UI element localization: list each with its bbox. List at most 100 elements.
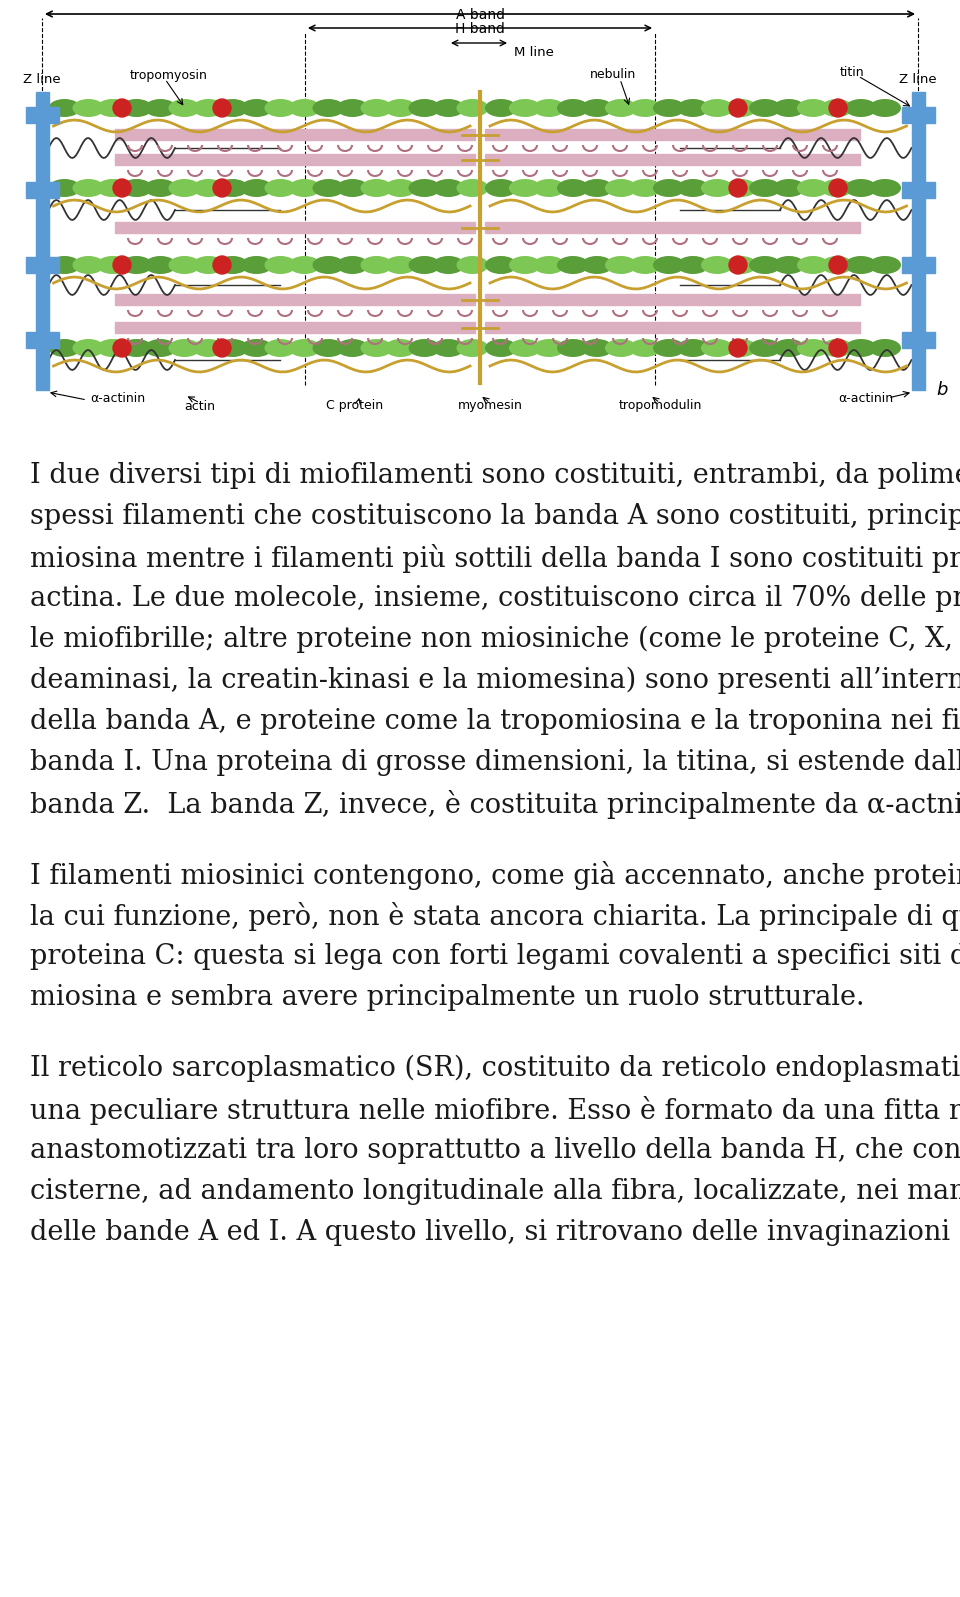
Ellipse shape [557,179,589,196]
Ellipse shape [773,256,805,275]
Bar [115,153,475,164]
Ellipse shape [169,99,201,117]
Text: miosina e sembra avere principalmente un ruolo strutturale.: miosina e sembra avere principalmente un… [30,984,865,1011]
Ellipse shape [193,256,225,275]
Ellipse shape [97,339,129,358]
Ellipse shape [581,256,613,275]
Text: C protein: C protein [326,399,384,412]
Ellipse shape [557,256,589,275]
Ellipse shape [845,339,877,358]
Ellipse shape [485,179,517,196]
Circle shape [829,339,847,358]
Ellipse shape [581,179,613,196]
Ellipse shape [49,256,81,275]
Text: delle bande A ed I. A questo livello, si ritrovano delle invaginazioni della mem: delle bande A ed I. A questo livello, si… [30,1219,960,1246]
Ellipse shape [773,339,805,358]
Ellipse shape [533,99,565,117]
Text: Z line: Z line [900,73,937,86]
Text: tropomodulin: tropomodulin [618,399,702,412]
Text: actina. Le due molecole, insieme, costituiscono circa il 70% delle proteine cost: actina. Le due molecole, insieme, costit… [30,585,960,612]
Ellipse shape [749,339,781,358]
Ellipse shape [73,99,105,117]
Ellipse shape [485,256,517,275]
Ellipse shape [749,99,781,117]
Ellipse shape [49,339,81,358]
Ellipse shape [725,179,757,196]
Bar [911,93,924,390]
Circle shape [113,256,131,275]
Ellipse shape [385,339,417,358]
Ellipse shape [509,99,541,117]
Circle shape [213,179,231,196]
Text: tropomyosin: tropomyosin [130,69,208,81]
Ellipse shape [821,99,853,117]
Text: anastomotizzati tra loro soprattutto a livello della banda H, che confluiscono i: anastomotizzati tra loro soprattutto a l… [30,1137,960,1164]
Circle shape [729,339,747,358]
Circle shape [729,256,747,275]
Ellipse shape [677,256,709,275]
Ellipse shape [701,179,733,196]
Ellipse shape [433,99,465,117]
Ellipse shape [797,256,829,275]
Circle shape [213,339,231,358]
Ellipse shape [217,179,249,196]
Ellipse shape [605,179,637,196]
Ellipse shape [725,99,757,117]
Text: una peculiare struttura nelle miofibre. Esso è formato da una fitta rete di tubu: una peculiare struttura nelle miofibre. … [30,1096,960,1124]
Ellipse shape [773,99,805,117]
Ellipse shape [629,179,661,196]
Ellipse shape [629,99,661,117]
Ellipse shape [361,99,393,117]
Ellipse shape [97,256,129,275]
Circle shape [829,256,847,275]
Text: α-actinin: α-actinin [90,391,145,404]
Text: I due diversi tipi di miofilamenti sono costituiti, entrambi, da polimeri protei: I due diversi tipi di miofilamenti sono … [30,462,960,489]
Text: actin: actin [184,399,215,412]
Ellipse shape [433,339,465,358]
Circle shape [213,99,231,117]
Ellipse shape [653,99,685,117]
Ellipse shape [241,99,273,117]
Ellipse shape [605,339,637,358]
Text: deaminasi, la creatin-kinasi e la miomesina) sono presenti all’interno dei filam: deaminasi, la creatin-kinasi e la miomes… [30,668,960,695]
Ellipse shape [869,339,901,358]
Ellipse shape [409,256,441,275]
Ellipse shape [313,99,345,117]
Ellipse shape [241,339,273,358]
Ellipse shape [337,256,369,275]
Ellipse shape [701,99,733,117]
Ellipse shape [433,179,465,196]
Ellipse shape [485,339,517,358]
Ellipse shape [193,99,225,117]
Text: M line: M line [514,46,554,59]
Ellipse shape [533,179,565,196]
Ellipse shape [361,339,393,358]
Ellipse shape [557,339,589,358]
Ellipse shape [509,256,541,275]
Ellipse shape [241,256,273,275]
Ellipse shape [289,179,321,196]
Ellipse shape [241,179,273,196]
Ellipse shape [605,256,637,275]
Ellipse shape [677,179,709,196]
Circle shape [829,99,847,117]
Ellipse shape [869,256,901,275]
Ellipse shape [509,339,541,358]
Ellipse shape [653,339,685,358]
Ellipse shape [145,179,177,196]
Text: nebulin: nebulin [590,69,636,81]
Ellipse shape [385,179,417,196]
Ellipse shape [605,99,637,117]
Ellipse shape [265,256,297,275]
Ellipse shape [289,339,321,358]
Ellipse shape [97,179,129,196]
Ellipse shape [337,179,369,196]
Ellipse shape [749,256,781,275]
Ellipse shape [457,179,489,196]
Ellipse shape [265,179,297,196]
Circle shape [113,99,131,117]
Ellipse shape [121,339,153,358]
Bar [115,222,475,233]
Ellipse shape [821,339,853,358]
Ellipse shape [289,99,321,117]
